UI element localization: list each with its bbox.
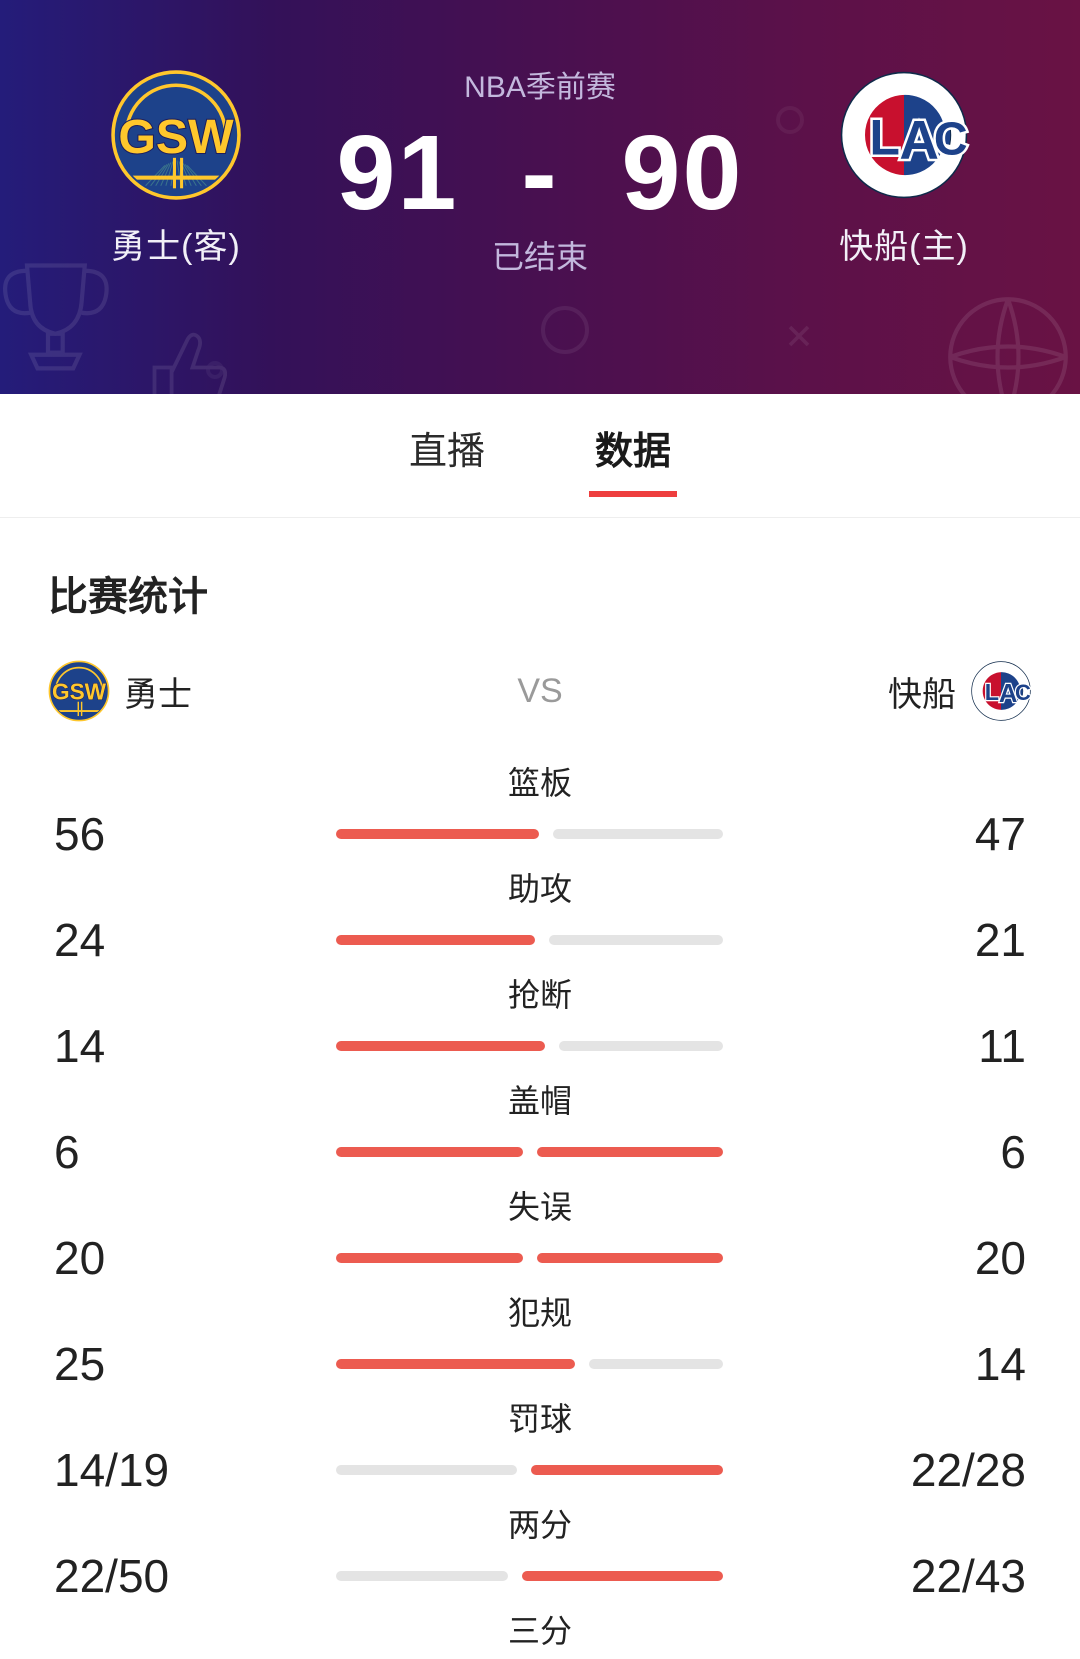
svg-text:C: C [1015,680,1031,705]
svg-text:L: L [870,109,900,165]
svg-text:GSW: GSW [118,110,234,164]
svg-text:A: A [899,108,939,170]
svg-text:GSW: GSW [52,678,107,704]
svg-text:C: C [934,112,968,164]
svg-text:L: L [985,679,999,705]
svg-text:A: A [999,680,1018,708]
